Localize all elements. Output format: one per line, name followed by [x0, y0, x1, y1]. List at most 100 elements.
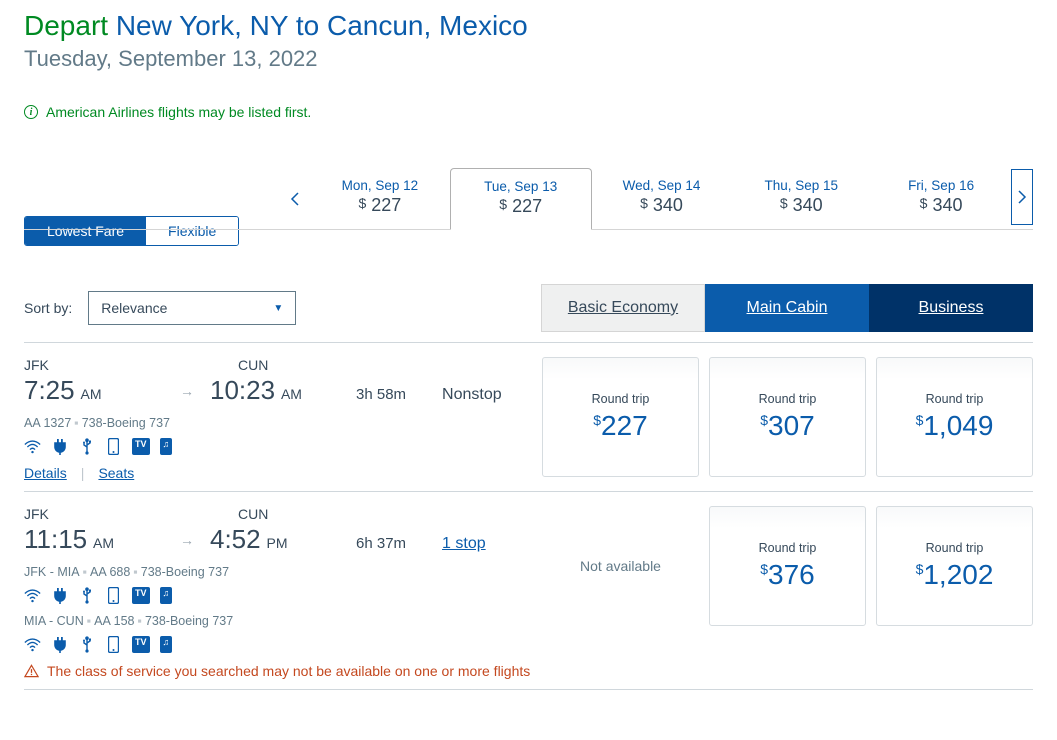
route-text: New York, NY to Cancun, Mexico — [116, 10, 528, 41]
tv-icon: TV — [132, 636, 150, 653]
power-icon — [51, 636, 68, 653]
cabin-tabs: Basic Economy Main Cabin Business — [541, 284, 1033, 332]
info-notice: i American Airlines flights may be liste… — [24, 104, 1033, 120]
phone-icon — [105, 587, 122, 604]
date-cell-label: Thu, Sep 15 — [731, 178, 871, 193]
dep-time: 7:25 AM — [24, 375, 164, 406]
dep-code: JFK — [24, 357, 164, 373]
date-cell-price: $ 227 — [310, 195, 450, 216]
price-card[interactable]: Round trip $376 — [709, 506, 866, 626]
flight-row: JFKCUN 11:15 AM → 4:52 PM 6h 37m 1 stop JFK - … — [24, 492, 1033, 690]
date-cell-price: $ 340 — [592, 195, 732, 216]
arr-code: CUN — [238, 357, 268, 373]
tv-icon: TV — [132, 587, 150, 604]
arrow-icon: → — [180, 532, 194, 548]
price-value: $307 — [760, 410, 815, 442]
trip-type-label: Round trip — [926, 541, 984, 555]
seats-link[interactable]: Seats — [98, 465, 134, 481]
amenity-row: TV ♫ — [24, 438, 532, 455]
music-icon: ♫ — [160, 636, 173, 653]
details-link[interactable]: Details — [24, 465, 67, 481]
warning-notice: The class of service you searched may no… — [24, 663, 532, 679]
warning-text: The class of service you searched may no… — [47, 663, 530, 679]
price-card[interactable]: Round trip $307 — [709, 357, 866, 477]
date-cell-label: Tue, Sep 13 — [451, 179, 591, 194]
wifi-icon — [24, 587, 41, 604]
price-value: $376 — [760, 559, 815, 591]
flight-segment: MIA - CUN▪AA 158▪738-Boeing 737 TV ♫ — [24, 614, 532, 653]
amenity-row: TV ♫ — [24, 587, 532, 604]
music-icon: ♫ — [160, 587, 173, 604]
cabin-tab-main[interactable]: Main Cabin — [705, 284, 869, 332]
date-cell-label: Fri, Sep 16 — [871, 178, 1011, 193]
arr-time: 4:52 PM — [210, 524, 340, 555]
date-cell[interactable]: Thu, Sep 15 $ 340 — [731, 168, 871, 229]
sort-value: Relevance — [101, 300, 167, 316]
segment-meta: MIA - CUN▪AA 158▪738-Boeing 737 — [24, 614, 532, 628]
price-value: $227 — [593, 410, 648, 442]
trip-type-label: Round trip — [926, 392, 984, 406]
date-subtitle: Tuesday, September 13, 2022 — [24, 46, 1033, 72]
price-value: $1,202 — [916, 559, 994, 591]
flight-segment: AA 1327▪738-Boeing 737TV♫ — [24, 416, 532, 455]
date-cell-price: $ 227 — [451, 196, 591, 217]
date-cell[interactable]: Mon, Sep 12 $ 227 — [310, 168, 450, 229]
trip-type-label: Round trip — [759, 392, 817, 406]
date-cell[interactable]: Wed, Sep 14$ 340 — [592, 168, 732, 229]
tv-icon: TV — [132, 438, 150, 455]
date-cell-label: Mon, Sep 12 — [310, 178, 450, 193]
dep-time: 11:15 AM — [24, 524, 164, 555]
price-card[interactable]: Round trip$1,049 — [876, 357, 1033, 477]
amenity-row: TV ♫ — [24, 636, 532, 653]
price-card[interactable]: Round trip $1,202 — [876, 506, 1033, 626]
date-strip: Mon, Sep 12$ 227Tue, Sep 13$ 227Wed, Sep… — [24, 168, 1033, 230]
power-icon — [51, 587, 68, 604]
duration: 3h 58m — [356, 386, 406, 403]
page-title: Depart New York, NY to Cancun, Mexico — [24, 10, 1033, 42]
phone-icon — [105, 636, 122, 653]
date-cell[interactable]: Fri, Sep 16 $ 340 — [871, 168, 1011, 229]
wifi-icon — [24, 438, 41, 455]
warning-icon — [24, 664, 39, 678]
arrow-icon: → — [180, 383, 194, 399]
date-cell-price: $ 340 — [731, 195, 871, 216]
sort-select[interactable]: Relevance ▼ — [88, 291, 296, 325]
trip-type-label: Round trip — [592, 392, 650, 406]
flight-segment: JFK - MIA▪AA 688▪738-Boeing 737 TV ♫ — [24, 565, 532, 604]
power-icon — [51, 438, 68, 455]
date-prev-button[interactable] — [280, 168, 310, 229]
phone-icon — [105, 438, 122, 455]
music-icon: ♫ — [160, 438, 173, 455]
date-cell[interactable]: Tue, Sep 13 $ 227 — [450, 168, 592, 229]
flight-row: JFKCUN7:25 AM→10:23 AM3h 58mNonstopAA 13… — [24, 343, 1033, 492]
stops[interactable]: 1 stop — [442, 535, 486, 553]
date-next-button[interactable] — [1011, 169, 1033, 225]
arr-time: 10:23 AM — [210, 375, 340, 406]
price-cards: Round trip $227 Round trip $307 Round trip$1… — [542, 357, 1033, 481]
cabin-tab-basic[interactable]: Basic Economy — [541, 284, 705, 332]
stops: Nonstop — [442, 386, 502, 404]
price-card[interactable]: Round trip $227 — [542, 357, 699, 477]
usb-icon — [78, 587, 95, 604]
times-row: 7:25 AM → 10:23 AM 3h 58m Nonstop — [24, 375, 532, 406]
flight-info: JFKCUN 11:15 AM → 4:52 PM 6h 37m 1 stop JFK - … — [24, 506, 532, 679]
trip-type-label: Round trip — [759, 541, 817, 555]
depart-label: Depart — [24, 10, 108, 41]
price-not-available: Not available — [542, 506, 699, 626]
sort-label: Sort by: — [24, 300, 72, 316]
info-icon: i — [24, 105, 38, 119]
sort-cabin-row: Sort by: Relevance ▼ Basic Economy Main … — [24, 284, 1033, 332]
duration: 6h 37m — [356, 535, 406, 552]
times-row: 11:15 AM → 4:52 PM 6h 37m 1 stop — [24, 524, 532, 555]
segment-meta: JFK - MIA▪AA 688▪738-Boeing 737 — [24, 565, 532, 579]
usb-icon — [78, 636, 95, 653]
flight-links: Details|Seats — [24, 465, 532, 481]
usb-icon — [78, 438, 95, 455]
arr-code: CUN — [238, 506, 268, 522]
price-cards: Not available Round trip $376 Round trip $1,… — [542, 506, 1033, 679]
date-cell-price: $ 340 — [871, 195, 1011, 216]
chevron-down-icon: ▼ — [273, 303, 283, 314]
airport-codes: JFKCUN — [24, 506, 532, 522]
flight-info: JFKCUN7:25 AM→10:23 AM3h 58mNonstopAA 13… — [24, 357, 532, 481]
cabin-tab-business[interactable]: Business — [869, 284, 1033, 332]
